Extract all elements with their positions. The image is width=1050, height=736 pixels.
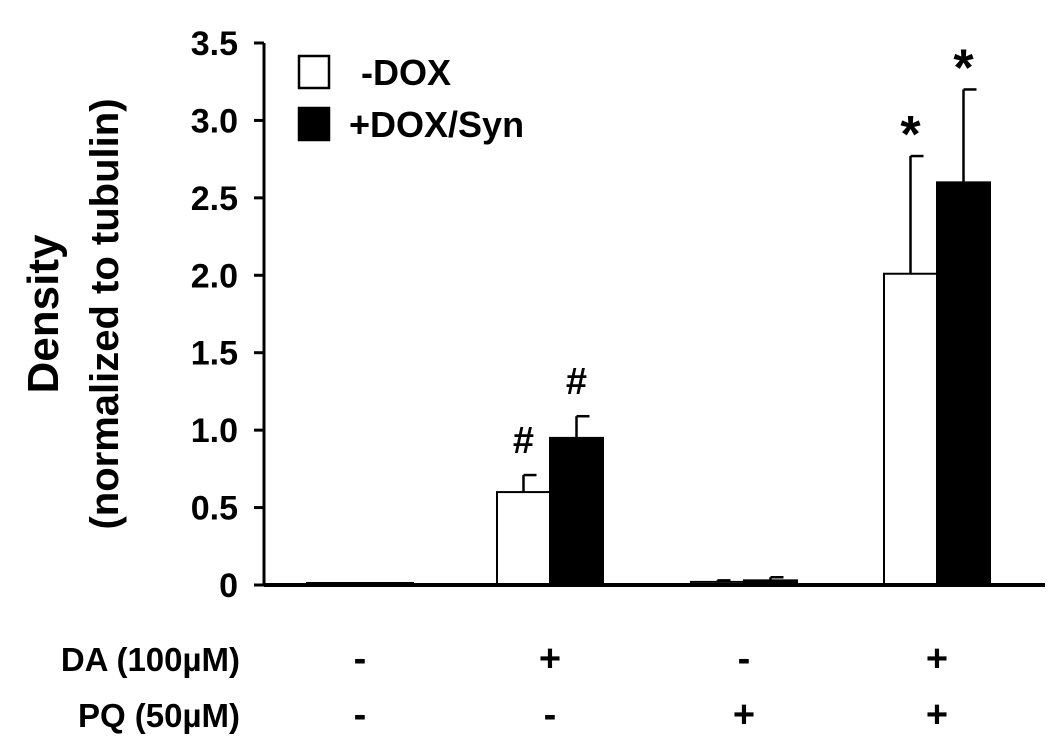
- legend-swatch: [297, 54, 331, 90]
- y-tick-label: 2.0: [191, 257, 238, 295]
- condition-sign: -: [354, 638, 367, 680]
- y-tick-label: 1.5: [191, 335, 238, 373]
- legend-label: +DOX/Syn: [349, 104, 524, 145]
- legend-label: -DOX: [361, 52, 451, 93]
- condition-sign: +: [926, 694, 948, 736]
- legend: -DOX +DOX/Syn: [297, 52, 524, 145]
- y-axis-label-line1: Density: [19, 234, 68, 393]
- y-tick-label: 0: [219, 567, 238, 605]
- legend-swatch: [297, 106, 331, 142]
- bar-plus-dox-syn: [936, 181, 991, 586]
- condition-sign: +: [733, 694, 755, 736]
- bar-minus-dox: [883, 272, 938, 586]
- condition-sign: -: [354, 694, 367, 736]
- y-axis-label: Density (normalized to tubulin): [19, 98, 127, 529]
- condition-table: DA (100µM) - + - + PQ (50µM) - - + +: [61, 638, 948, 736]
- significance-marker: #: [566, 361, 587, 403]
- y-tick-label: 2.5: [191, 180, 238, 218]
- condition-label: PQ (50µM): [78, 697, 240, 734]
- significance-marker: #: [513, 420, 534, 462]
- axes: [262, 43, 1045, 587]
- y-axis-label-line2: (normalized to tubulin): [83, 98, 127, 529]
- bar-minus-dox: [496, 491, 551, 587]
- y-tick-label: 3.0: [191, 102, 238, 140]
- significance-marker: *: [953, 39, 974, 97]
- y-tick-label: 3.5: [191, 25, 238, 63]
- condition-sign: +: [539, 638, 561, 680]
- condition-sign: -: [544, 694, 557, 736]
- condition-sign: -: [738, 638, 751, 680]
- condition-sign: +: [926, 638, 948, 680]
- bar-plus-dox-syn: [549, 436, 604, 586]
- y-tick-label: 1.0: [191, 412, 238, 450]
- y-tick-label: 0.5: [191, 490, 238, 528]
- significance-marker: *: [900, 106, 921, 164]
- condition-label: DA (100µM): [61, 641, 240, 678]
- bars: # * # *: [306, 39, 991, 587]
- y-axis-ticks: 0 0.5 1.0 1.5 2.0 2.5 3.0 3.5: [191, 25, 264, 605]
